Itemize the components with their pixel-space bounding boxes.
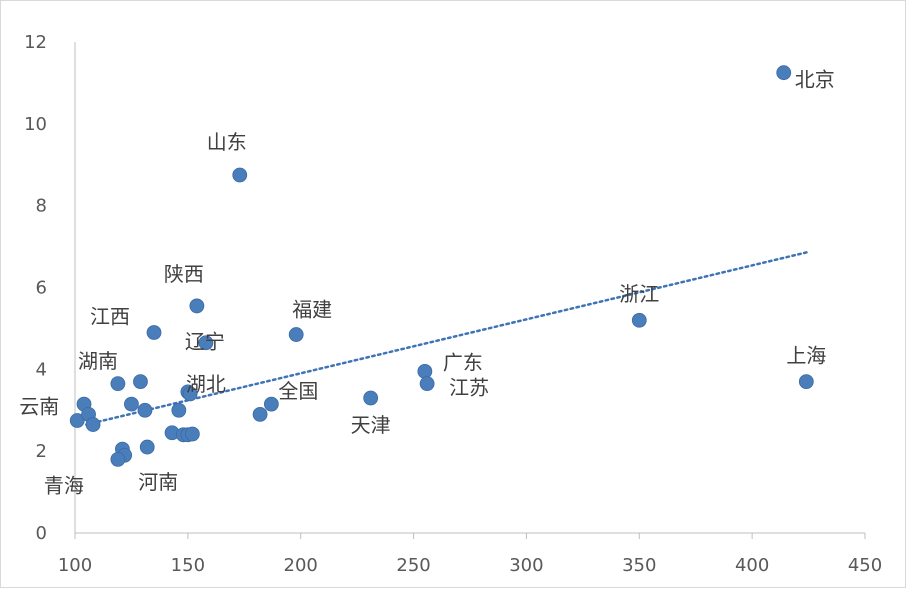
y-tick-label: 0	[36, 523, 47, 544]
data-point	[137, 402, 153, 418]
point-label: 青海	[44, 473, 84, 497]
data-point	[171, 402, 187, 418]
data-point	[182, 386, 198, 402]
x-tick-label: 400	[735, 555, 769, 576]
data-point	[85, 417, 101, 432]
x-tick-label: 100	[58, 555, 92, 576]
data-point	[419, 376, 435, 392]
point-label: 陕西	[164, 262, 204, 286]
point-label: 广东	[443, 350, 483, 374]
data-point	[198, 335, 214, 351]
data-points	[69, 65, 814, 467]
data-point	[798, 374, 814, 390]
data-point	[776, 65, 792, 81]
point-label: 湖北	[186, 372, 226, 396]
x-tick-label: 150	[171, 555, 205, 576]
point-label: 江西	[90, 305, 130, 329]
data-point	[631, 312, 647, 328]
point-label: 云南	[19, 394, 59, 418]
point-label: 全国	[278, 379, 318, 403]
data-point	[417, 363, 433, 379]
y-tick-label: 8	[36, 196, 47, 217]
y-tick-label: 2	[36, 441, 47, 462]
data-point	[252, 406, 268, 422]
data-point	[288, 327, 304, 342]
point-label: 河南	[138, 470, 178, 494]
data-point	[232, 167, 248, 183]
data-point	[189, 298, 205, 314]
x-tick-label: 200	[284, 555, 318, 576]
point-label: 上海	[786, 344, 826, 368]
x-tick-label: 450	[848, 555, 882, 576]
point-label: 福建	[292, 298, 332, 322]
data-point	[133, 374, 148, 390]
point-label: 天津	[351, 413, 391, 437]
x-tick-label: 300	[509, 555, 543, 576]
data-point	[110, 376, 126, 392]
x-tick-label: 350	[622, 555, 656, 576]
point-label: 辽宁	[185, 330, 225, 354]
y-tick-label: 6	[36, 278, 47, 299]
point-label: 浙江	[619, 282, 659, 306]
axes: 100 150 200 250 300 350 400 450 0 2 4 6 8 10 12	[24, 32, 882, 576]
data-point	[139, 439, 155, 455]
data-point	[363, 390, 379, 406]
y-tick-label: 12	[24, 32, 47, 53]
data-point	[69, 413, 85, 428]
y-tick-label: 4	[36, 359, 47, 380]
data-point	[263, 396, 279, 412]
trendline	[85, 250, 810, 426]
trendline-layer	[85, 250, 810, 426]
x-tick-label: 250	[396, 555, 430, 576]
data-point	[110, 451, 126, 467]
data-point	[146, 325, 162, 340]
data-point	[124, 396, 139, 412]
point-label: 江苏	[449, 376, 489, 400]
point-label: 湖南	[78, 349, 118, 373]
y-tick-label: 10	[24, 114, 47, 135]
point-label: 北京	[795, 68, 835, 92]
point-label: 山东	[207, 130, 247, 154]
data-point	[184, 426, 200, 442]
